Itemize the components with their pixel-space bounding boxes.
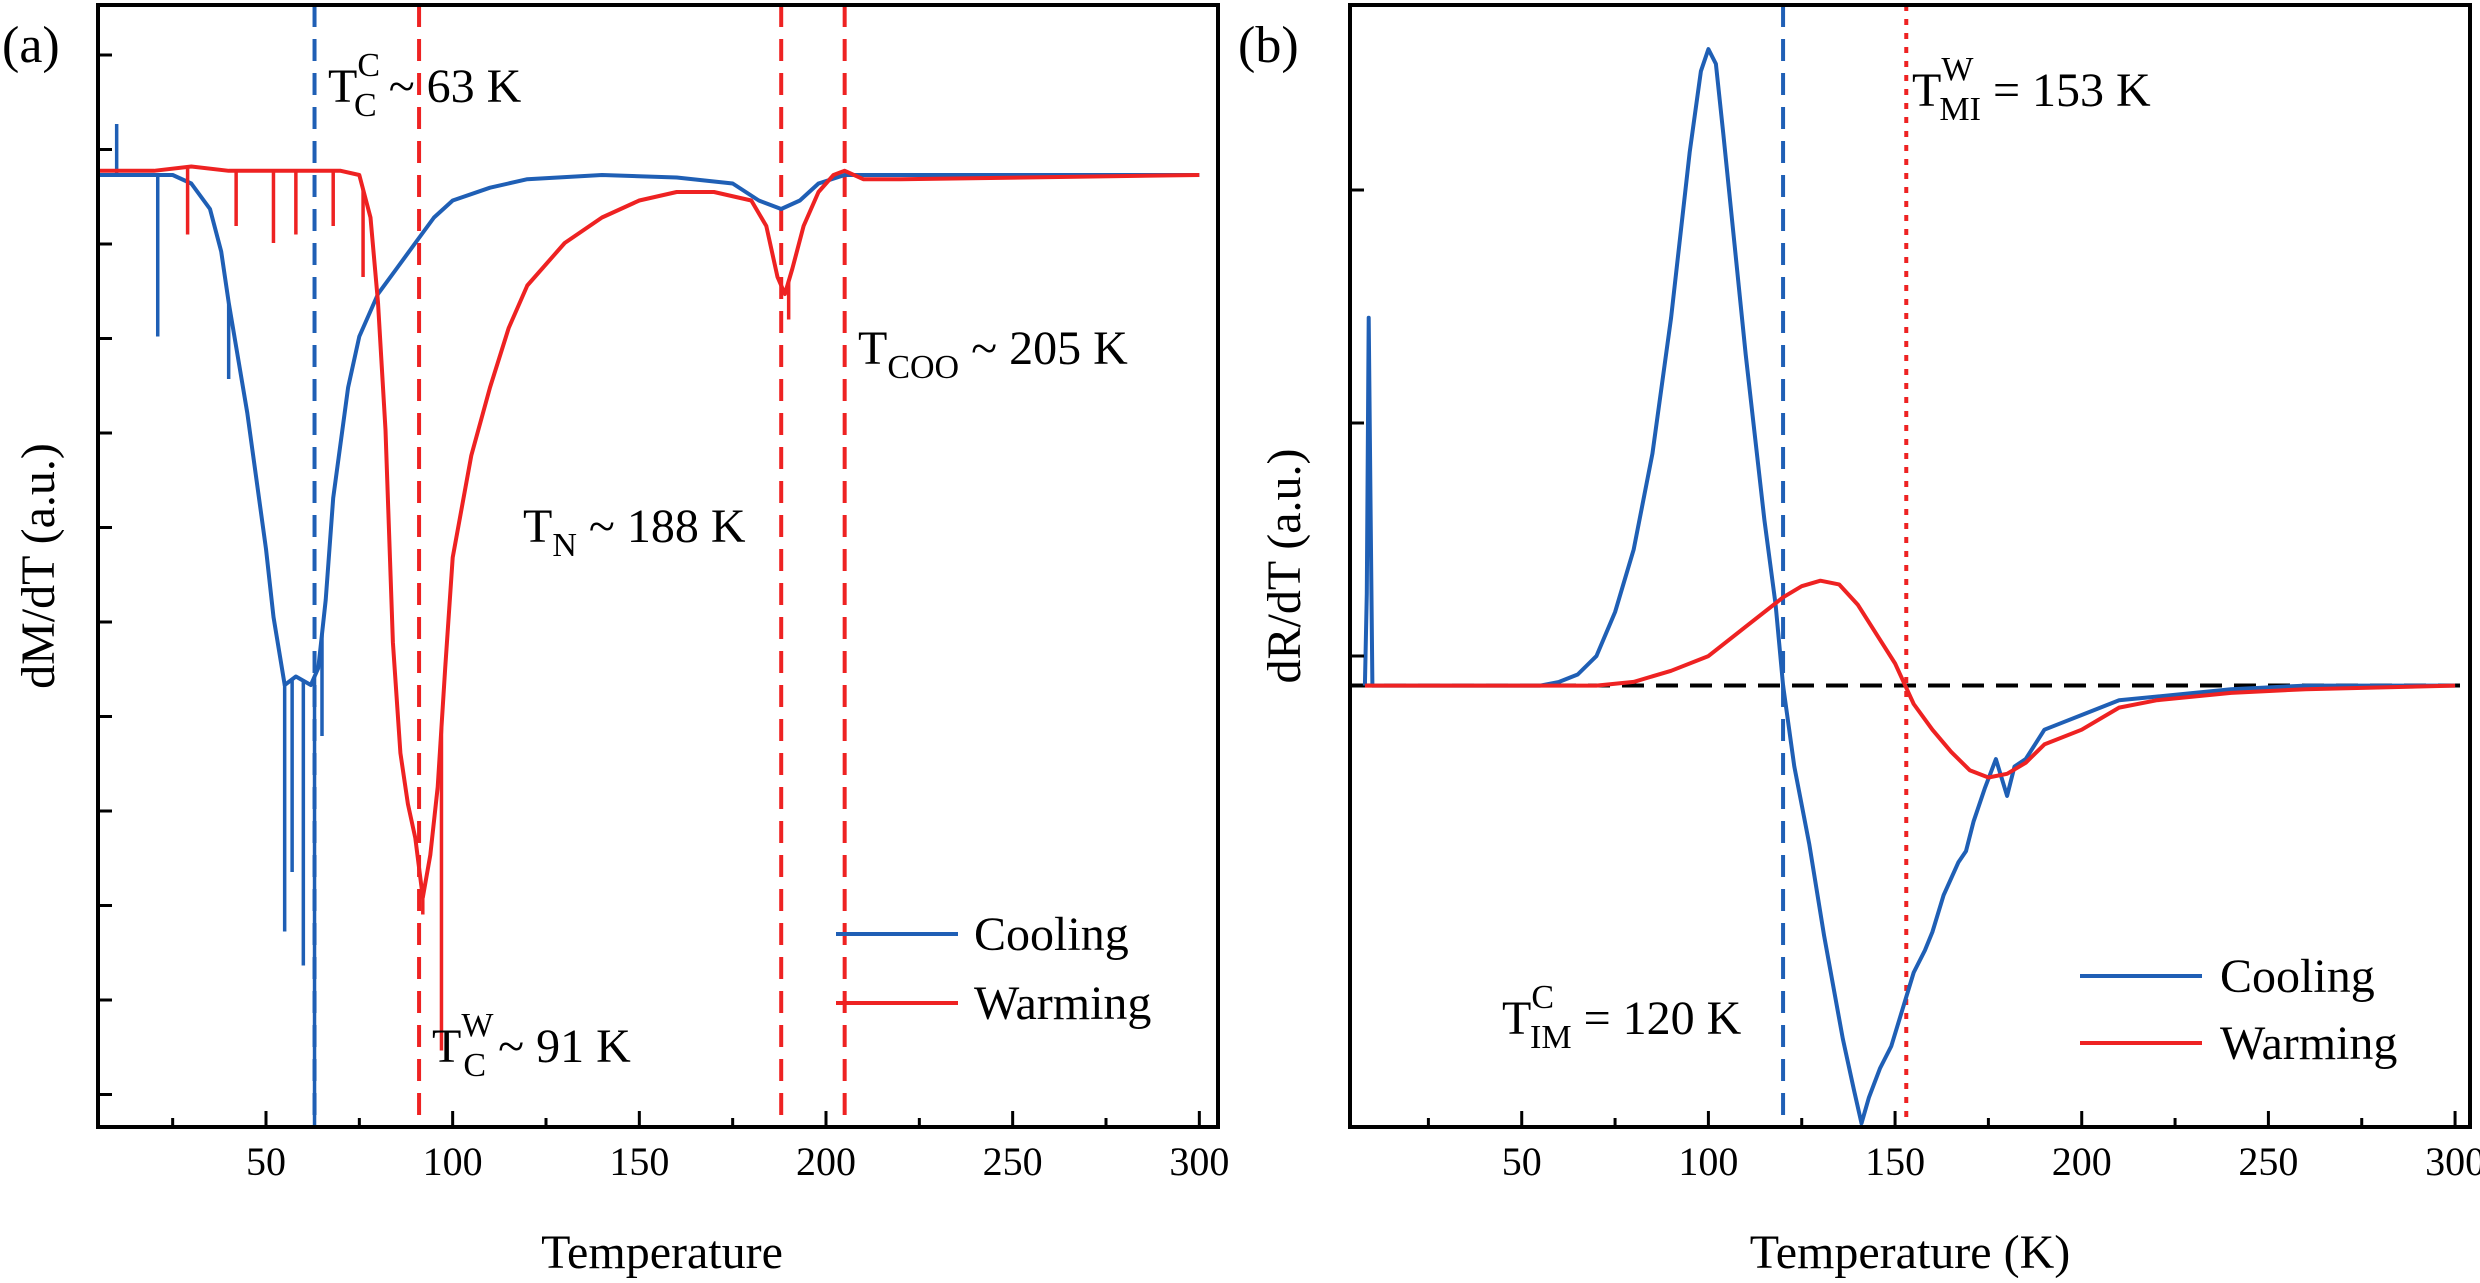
panel-b-x-axis-title: Temperature (K) — [1750, 1226, 2070, 1279]
annotation-tc-cooling-sup: C — [357, 47, 380, 84]
annotation-tcoo-main: T — [858, 322, 887, 375]
annotation-tmi-sup: W — [1941, 51, 1974, 88]
panel-b-chart: (b) 50 100 150 200 250 300 Temperature (K) dR… — [1238, 3, 2480, 1279]
panel-a-legend: Cooling Warming — [836, 908, 1151, 1030]
annotation-tim-sub: IM — [1530, 1019, 1572, 1056]
annotation-tcoo: TCOO ~ 205 K — [858, 322, 1128, 386]
panel-a-xtick-label: 150 — [609, 1139, 669, 1184]
annotation-tcoo-sub: COO — [887, 349, 959, 386]
panel-a-legend-warming-label: Warming — [974, 977, 1151, 1030]
panel-b-legend-warming-label: Warming — [2220, 1017, 2397, 1070]
annotation-tc-cooling-sub: C — [354, 87, 377, 124]
panel-a-ticks: 50 100 150 200 250 300 — [98, 53, 1229, 1184]
annotation-tc-warming-sub: C — [463, 1047, 486, 1084]
annotation-tim-sup: C — [1531, 979, 1554, 1016]
panel-b-xtick-label: 100 — [1678, 1139, 1738, 1184]
panel-b-y-axis-title: dR/dT (a.u.) — [1258, 448, 1311, 683]
annotation-tn-sub: N — [552, 527, 577, 564]
panel-a-xtick-label: 100 — [423, 1139, 483, 1184]
annotation-tn-rest: ~ 188 K — [577, 500, 746, 553]
panel-a-label: (a) — [2, 17, 60, 74]
panel-a-xtick-label: 250 — [983, 1139, 1043, 1184]
panel-a-xtick-label: 200 — [796, 1139, 856, 1184]
annotation-tn: TN ~ 188 K — [523, 500, 746, 564]
panel-b-xtick-label: 300 — [2425, 1139, 2480, 1184]
annotation-tc-warming: TW C ~ 91 K — [432, 1007, 631, 1084]
annotation-tim: TC IM = 120 K — [1502, 979, 1742, 1056]
annotation-tc-cooling-main: T — [328, 60, 357, 113]
annotation-tc-warming-main: T — [432, 1020, 461, 1073]
panel-a-y-axis-title: dM/dT (a.u.) — [12, 443, 65, 689]
panel-b-legend: Cooling Warming — [2080, 950, 2397, 1070]
annotation-tc-cooling-rest: ~ 63 K — [377, 60, 522, 113]
panel-a-legend-cooling-label: Cooling — [974, 908, 1129, 961]
panel-b-xtick-label: 250 — [2238, 1139, 2298, 1184]
panel-a-series-cooling-line — [98, 173, 1200, 687]
annotation-tim-rest: = 120 K — [1572, 992, 1742, 1045]
panel-a-xtick-label: 300 — [1169, 1139, 1229, 1184]
annotation-tc-warming-rest: ~ 91 K — [486, 1020, 631, 1073]
panel-a-chart: (a) 50 100 150 200 250 300 Temperature dM/dT … — [2, 3, 1229, 1279]
panel-a-xtick-label: 50 — [246, 1139, 286, 1184]
annotation-tmi-rest: = 153 K — [1981, 64, 2151, 117]
panel-b-xtick-label: 200 — [2052, 1139, 2112, 1184]
annotation-tc-warming-sup: W — [461, 1007, 494, 1044]
panel-b-axes-frame — [1348, 3, 2472, 1129]
annotation-tmi: TW MI = 153 K — [1912, 51, 2151, 128]
annotation-tim-main: T — [1502, 992, 1531, 1045]
panel-a-plot-area — [98, 5, 1200, 1127]
annotation-tmi-sub: MI — [1939, 91, 1981, 128]
annotation-tn-main: T — [523, 500, 552, 553]
panel-b-label: (b) — [1238, 17, 1299, 74]
annotation-tc-cooling: TC C ~ 63 K — [328, 47, 522, 124]
panel-b-xtick-label: 50 — [1502, 1139, 1542, 1184]
panel-a-x-axis-title: Temperature — [541, 1226, 783, 1279]
panel-a-axes-frame — [96, 3, 1220, 1129]
panel-a-series-warming-line — [98, 164, 1200, 900]
annotation-tmi-main: T — [1912, 64, 1941, 117]
annotation-tcoo-rest: ~ 205 K — [959, 322, 1128, 375]
panel-b-ticks: 50 100 150 200 250 300 — [1350, 188, 2480, 1184]
panel-b-xtick-label: 150 — [1865, 1139, 1925, 1184]
panel-b-legend-cooling-label: Cooling — [2220, 950, 2375, 1003]
panel-b-plot-area — [1350, 5, 2470, 1127]
panel-b-series-warming-line — [1364, 578, 2456, 780]
